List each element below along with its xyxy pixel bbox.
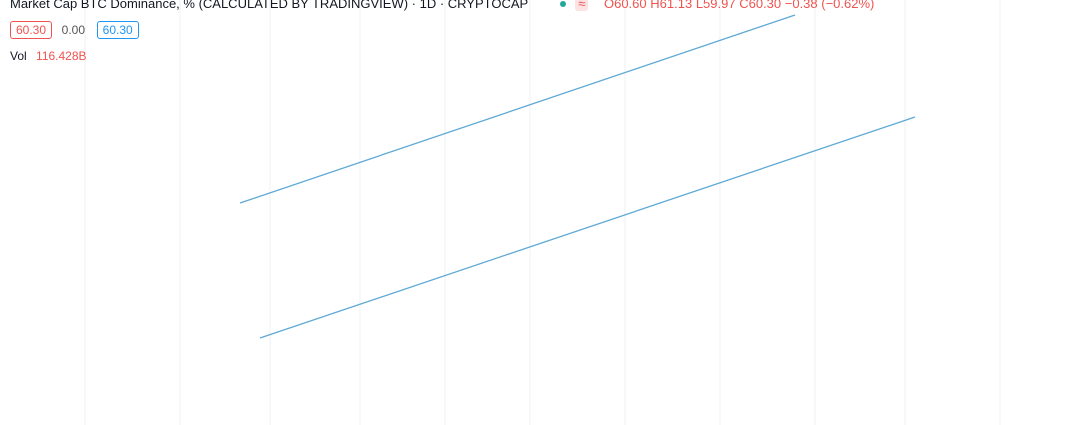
sell-button[interactable]: 60.30 (10, 21, 53, 39)
status-dot (559, 1, 566, 7)
vertical-grid (84, 0, 1001, 425)
vol-value: 116.428B (36, 49, 87, 63)
volume-legend: Vol 116.428B (10, 49, 87, 63)
change: −0.38 (−0.62%) (784, 0, 875, 11)
ohlc-low: L59.97 (695, 0, 736, 11)
buy-button[interactable]: 60.30 (96, 21, 139, 39)
ohlc-open: O60.60 (603, 0, 647, 11)
icon: ≈ (575, 0, 589, 11)
trade-row: 60.30 0.00 60.30 (10, 21, 145, 39)
title: Market Cap BTC Dominance, % (CALCULATED … (10, 0, 528, 11)
channel-lines (239, 14, 916, 339)
vol-label: Vol (10, 49, 27, 63)
spread: 0.00 (61, 23, 86, 37)
ohlc-high: H61.13 (650, 0, 693, 11)
ohlc-close: C60.30 (739, 0, 782, 11)
legend-title-row: Market Cap BTC Dominance, % (CALCULATED … (10, 0, 874, 11)
